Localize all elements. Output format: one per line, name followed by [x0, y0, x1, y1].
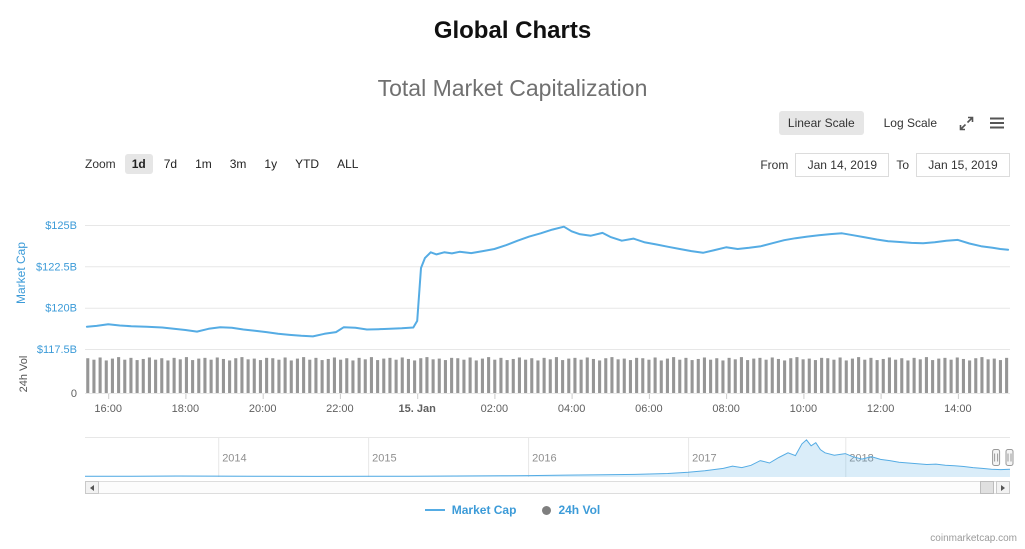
svg-text:$117.5B: $117.5B	[37, 344, 77, 356]
to-label: To	[896, 158, 909, 172]
zoom-label: Zoom	[85, 157, 116, 171]
legend-label: 24h Vol	[558, 503, 601, 517]
x-axis-labels: 16:00 18:00 20:00 22:00 15. Jan 02:00 04:00 06:…	[94, 403, 971, 415]
svg-text:06:00: 06:00	[635, 403, 663, 415]
page-title: Global Charts	[433, 17, 592, 44]
y-axis-title-24h-vol: 24h Vol	[18, 355, 30, 393]
left-arrow-icon	[90, 484, 94, 491]
svg-text:22:00: 22:00	[326, 403, 354, 415]
svg-text:16:00: 16:00	[94, 403, 122, 415]
svg-text:$125B: $125B	[45, 220, 77, 232]
svg-text:08:00: 08:00	[712, 403, 740, 415]
scrollbar-thumb[interactable]	[980, 481, 994, 494]
legend-item-market-cap[interactable]: Market Cap	[424, 503, 517, 517]
zoom-3m-button[interactable]: 3m	[223, 154, 254, 174]
navigator[interactable]: 2014 2015 2016 2017 2018	[85, 437, 1014, 478]
from-label: From	[760, 158, 789, 172]
zoom-1y-button[interactable]: 1y	[257, 154, 284, 174]
scrollbar-left-button[interactable]	[85, 481, 99, 494]
log-scale-button[interactable]: Log Scale	[875, 111, 946, 135]
zoom-1m-button[interactable]: 1m	[188, 154, 219, 174]
svg-text:18:00: 18:00	[172, 403, 200, 415]
svg-text:2015: 2015	[372, 453, 396, 465]
chart-scrollbar	[85, 481, 1010, 494]
to-date-input[interactable]	[916, 153, 1010, 177]
svg-text:12:00: 12:00	[867, 403, 895, 415]
zoom-controls: Zoom 1d 7d 1m 3m 1y YTD ALL	[85, 154, 365, 174]
chart-gridlines	[85, 225, 1010, 399]
linear-scale-button[interactable]: Linear Scale	[778, 111, 864, 135]
navigator-handle-right[interactable]	[1005, 449, 1014, 466]
chart-legend: Market Cap 24h Vol	[0, 503, 1025, 517]
y-axis-labels: $117.5B $120B $122.5B $125B 0	[36, 220, 77, 400]
from-date-input[interactable]	[795, 153, 890, 177]
circle-swatch-icon	[542, 505, 552, 515]
svg-text:2014: 2014	[222, 453, 246, 465]
right-arrow-icon	[1001, 484, 1005, 491]
svg-text:20:00: 20:00	[249, 403, 277, 415]
zoom-1d-button[interactable]: 1d	[124, 154, 153, 174]
market-cap-line[interactable]	[85, 225, 1010, 338]
svg-text:04:00: 04:00	[558, 403, 586, 415]
svg-text:2017: 2017	[692, 453, 716, 465]
navigator-handle-left[interactable]	[992, 449, 1001, 466]
legend-item-24h-vol[interactable]: 24h Vol	[542, 503, 600, 517]
coinmarketcap-watermark: coinmarketcap.com	[930, 533, 1017, 544]
svg-text:14:00: 14:00	[944, 403, 972, 415]
scrollbar-right-button[interactable]	[996, 481, 1010, 494]
svg-text:15. Jan: 15. Jan	[399, 403, 437, 415]
zoom-all-button[interactable]: ALL	[330, 154, 365, 174]
svg-text:2016: 2016	[532, 453, 556, 465]
fullscreen-icon[interactable]	[957, 114, 976, 133]
date-range-controls: From To	[760, 153, 1010, 177]
hamburger-menu-icon[interactable]	[987, 114, 1007, 132]
zoom-ytd-button[interactable]: YTD	[288, 154, 326, 174]
svg-text:0: 0	[71, 388, 77, 400]
svg-text:10:00: 10:00	[790, 403, 818, 415]
svg-text:02:00: 02:00	[481, 403, 509, 415]
volume-bars[interactable]	[86, 357, 1009, 393]
navigator-year-labels: 2014 2015 2016 2017 2018	[218, 438, 874, 477]
zoom-7d-button[interactable]: 7d	[157, 154, 184, 174]
chart-subtitle: Total Market Capitalization	[377, 75, 648, 101]
scrollbar-track[interactable]	[85, 481, 1010, 494]
scale-toggle: Linear Scale Log Scale	[778, 111, 1007, 135]
svg-text:$120B: $120B	[45, 303, 77, 315]
line-swatch-icon	[424, 509, 445, 511]
svg-text:$122.5B: $122.5B	[36, 261, 77, 273]
legend-label: Market Cap	[451, 503, 517, 517]
